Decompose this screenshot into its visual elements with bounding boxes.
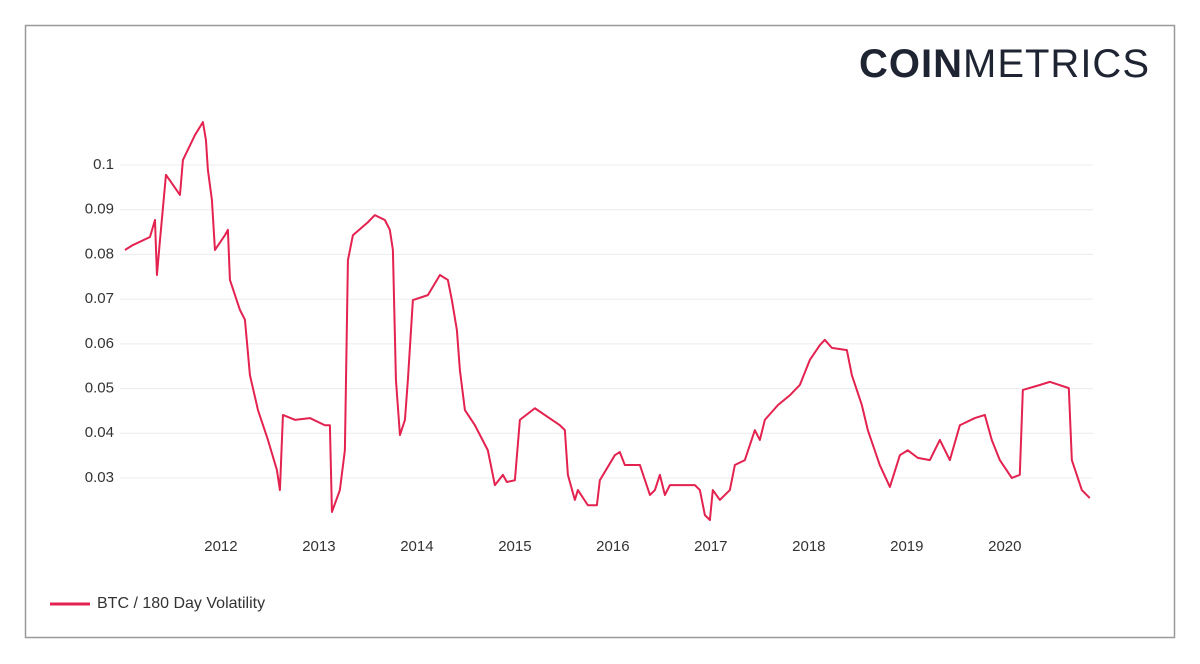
x-tick-label: 2017 bbox=[694, 538, 727, 555]
plot-area: 0.03 0.04 0.05 0.06 0.07 0.08 0.09 0.1 2012 2013 2… bbox=[85, 121, 1093, 555]
x-tick-label: 2015 bbox=[498, 538, 531, 555]
data-line bbox=[124, 121, 1091, 522]
y-tick-label: 0.03 bbox=[85, 469, 114, 486]
brand-logo: COINMETRICS bbox=[859, 42, 1150, 86]
x-tick-label: 2013 bbox=[302, 538, 335, 555]
x-tick-label: 2014 bbox=[400, 538, 433, 555]
y-tick-label: 0.07 bbox=[85, 290, 114, 307]
y-tick-label: 0.09 bbox=[85, 201, 114, 218]
brand-light: METRICS bbox=[963, 42, 1150, 86]
x-tick-label: 2016 bbox=[596, 538, 629, 555]
legend-label: BTC / 180 Day Volatility bbox=[97, 595, 265, 612]
x-tick-label: 2019 bbox=[890, 538, 923, 555]
y-tick-label: 0.06 bbox=[85, 335, 114, 352]
y-tick-label: 0.1 bbox=[93, 156, 114, 173]
frame bbox=[24, 24, 1176, 639]
y-tick-label: 0.08 bbox=[85, 245, 114, 262]
x-tick-label: 2018 bbox=[792, 538, 825, 555]
y-tick-label: 0.04 bbox=[85, 424, 114, 441]
brand-bold: COIN bbox=[859, 42, 963, 86]
y-tick-label: 0.05 bbox=[85, 380, 114, 397]
x-tick-label: 2020 bbox=[988, 538, 1021, 555]
x-tick-label: 2012 bbox=[204, 538, 237, 555]
